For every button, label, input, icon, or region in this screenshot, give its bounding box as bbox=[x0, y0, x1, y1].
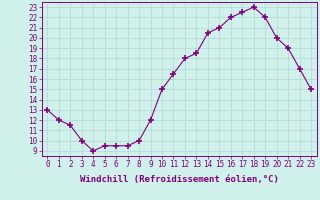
X-axis label: Windchill (Refroidissement éolien,°C): Windchill (Refroidissement éolien,°C) bbox=[80, 175, 279, 184]
